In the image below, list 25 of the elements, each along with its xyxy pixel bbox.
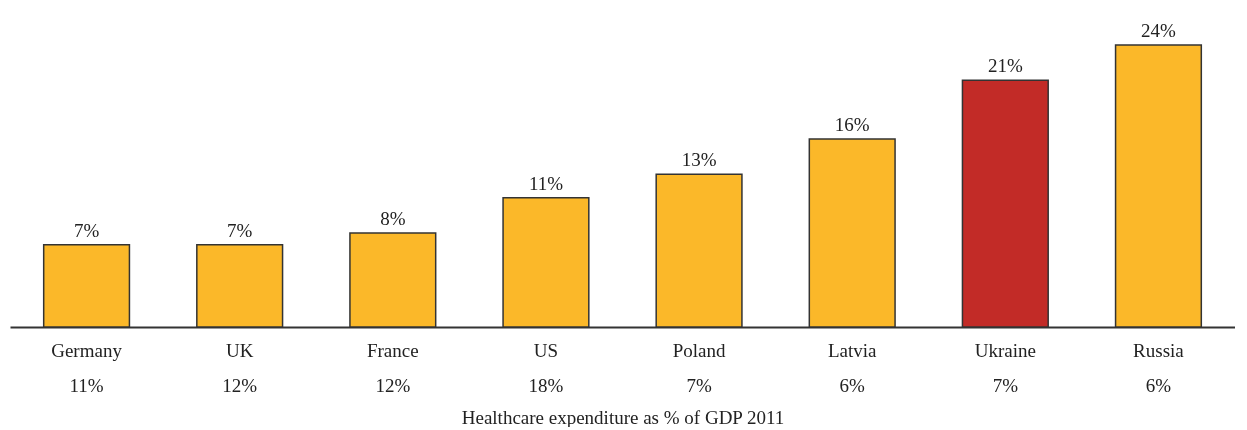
text: 6% [839,375,866,396]
text: 18% [528,375,564,396]
text: 12% [222,375,258,396]
data-label: 7% [227,219,253,241]
data-label: 16% [834,114,870,135]
data-label: 11% [528,172,564,194]
text: 12% [375,375,411,396]
text: 11% [69,375,104,396]
x-tick-label: Germany [51,339,123,361]
x-tick-label: Latvia [827,339,878,361]
x-tick-label: Poland [672,339,726,361]
x-tick-label: UK [225,339,254,361]
data-label: 24% [1141,20,1177,41]
text: 6% [1145,375,1172,396]
text: 7% [992,375,1019,396]
x-tick-label: Russia [1133,339,1185,361]
x-tick-label: France [366,339,419,361]
x-tick-label: US [533,339,559,361]
data-label: 13% [681,149,717,171]
x-tick-label: Ukraine [974,339,1036,361]
data-label: 21% [987,55,1023,77]
x-axis-title: Healthcare expenditure as % of GDP 2011 [461,406,785,428]
text: 7% [686,375,712,396]
data-label: 8% [380,208,406,229]
data-label: 7% [73,219,100,241]
